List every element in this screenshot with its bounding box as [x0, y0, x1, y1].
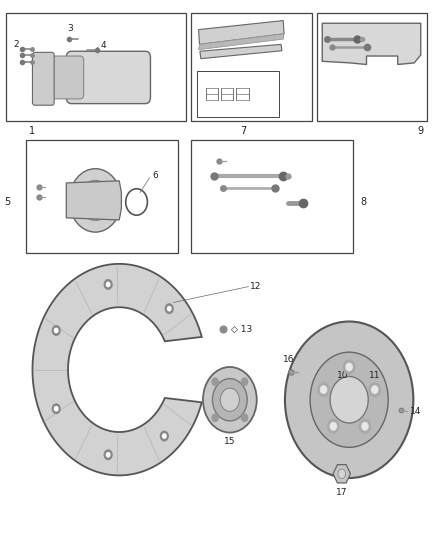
FancyBboxPatch shape: [32, 52, 54, 105]
Text: 6: 6: [152, 171, 158, 180]
Text: 1: 1: [29, 126, 35, 136]
Circle shape: [362, 423, 368, 430]
Bar: [191, 140, 353, 253]
Text: 11: 11: [368, 371, 380, 380]
Circle shape: [285, 321, 413, 478]
Polygon shape: [32, 264, 202, 475]
Text: 8: 8: [360, 197, 366, 207]
Text: 15: 15: [224, 437, 236, 446]
Text: 12: 12: [250, 282, 261, 291]
FancyBboxPatch shape: [38, 56, 84, 99]
Text: 5: 5: [4, 197, 11, 207]
Bar: [26, 140, 178, 253]
Text: 17: 17: [336, 488, 347, 497]
Circle shape: [212, 378, 247, 421]
Circle shape: [79, 180, 112, 221]
Circle shape: [338, 469, 346, 479]
Polygon shape: [198, 34, 284, 50]
Circle shape: [321, 386, 327, 393]
Text: ◇ 13: ◇ 13: [231, 325, 252, 334]
Text: 16: 16: [283, 356, 294, 365]
Circle shape: [104, 280, 112, 289]
Circle shape: [330, 376, 368, 423]
Circle shape: [372, 386, 378, 393]
Circle shape: [54, 328, 58, 333]
Bar: [7, 13, 187, 121]
Circle shape: [212, 378, 218, 385]
Bar: [317, 13, 427, 121]
Circle shape: [106, 282, 110, 287]
Circle shape: [203, 367, 257, 433]
Bar: [197, 71, 279, 117]
Circle shape: [87, 190, 104, 211]
Circle shape: [369, 383, 380, 397]
Circle shape: [343, 360, 355, 374]
Circle shape: [54, 407, 58, 411]
Circle shape: [310, 352, 388, 447]
Text: 2: 2: [13, 40, 18, 49]
Polygon shape: [198, 21, 284, 44]
Circle shape: [160, 431, 168, 441]
Bar: [191, 13, 312, 121]
Circle shape: [165, 304, 173, 313]
Circle shape: [241, 378, 247, 385]
Circle shape: [241, 414, 247, 422]
Circle shape: [69, 168, 121, 232]
Circle shape: [220, 388, 240, 411]
Circle shape: [106, 453, 110, 457]
FancyBboxPatch shape: [66, 51, 151, 103]
Circle shape: [167, 306, 171, 311]
Text: 9: 9: [418, 126, 424, 136]
Polygon shape: [322, 23, 421, 64]
Circle shape: [162, 434, 166, 438]
Circle shape: [318, 383, 329, 397]
Text: 10: 10: [337, 371, 348, 380]
Circle shape: [328, 419, 339, 433]
Circle shape: [212, 414, 218, 422]
Circle shape: [346, 364, 352, 370]
Polygon shape: [66, 181, 121, 220]
Text: 7: 7: [240, 126, 246, 136]
Circle shape: [104, 450, 112, 459]
Circle shape: [52, 404, 60, 414]
Circle shape: [52, 326, 60, 335]
Circle shape: [330, 423, 336, 430]
Text: 3: 3: [68, 24, 74, 33]
Polygon shape: [200, 44, 282, 59]
Text: 4: 4: [101, 41, 106, 50]
Circle shape: [359, 419, 371, 433]
Text: 14: 14: [410, 407, 421, 416]
